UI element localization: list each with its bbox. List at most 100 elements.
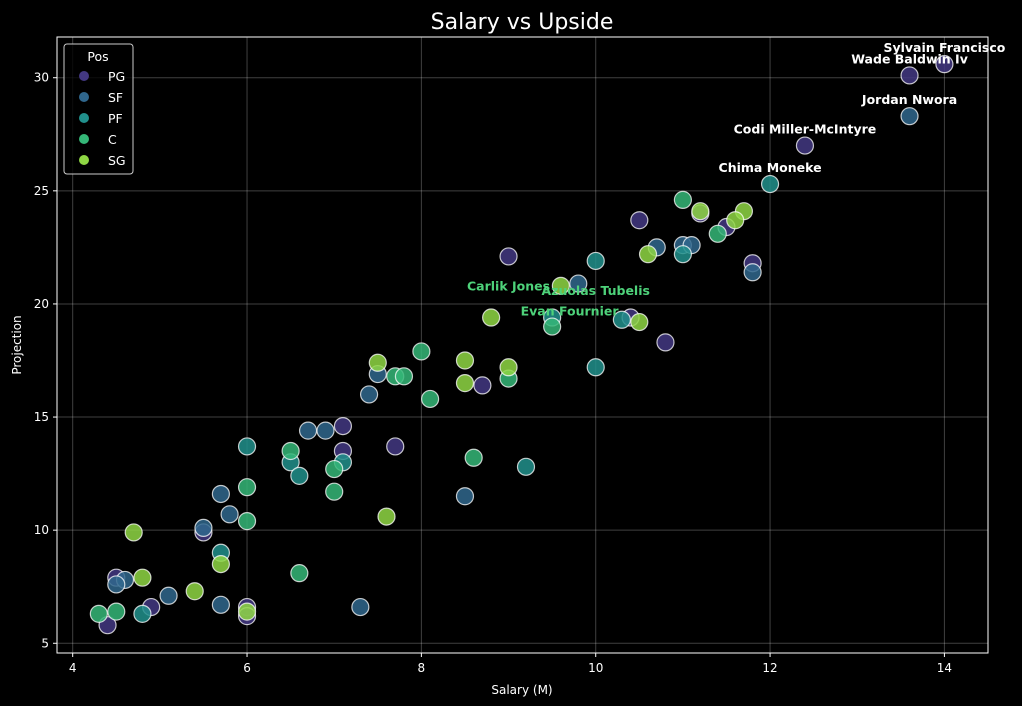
data-point-c: [394, 367, 414, 386]
chart-title: Salary vs Upside: [431, 10, 614, 35]
data-point-pg: [630, 211, 649, 230]
data-point-pg: [900, 66, 919, 85]
x-tick-label: 14: [937, 661, 952, 675]
data-point-c: [412, 342, 431, 361]
legend-marker-c: [79, 134, 89, 144]
data-point-pg: [473, 376, 492, 395]
data-point-pg: [386, 437, 405, 456]
data-point-c: [290, 564, 309, 583]
data-point-sf: [351, 597, 370, 617]
data-point-pf: [290, 466, 309, 485]
data-point-sg: [726, 211, 745, 230]
annotation-label: Evan Fournier: [521, 303, 620, 318]
data-point-sf: [359, 385, 379, 404]
data-point-sg: [638, 245, 658, 264]
annotation-label: Chima Moneke: [719, 160, 822, 175]
legend-title: Pos: [87, 49, 108, 64]
legend-label: PG: [108, 69, 125, 84]
data-point-sf: [298, 421, 318, 440]
data-point-sf: [211, 595, 230, 614]
y-tick-label: 15: [34, 410, 49, 424]
data-point-pf: [133, 604, 152, 623]
data-point-sf: [569, 274, 588, 293]
data-point-pf: [673, 245, 692, 264]
data-point-pf: [586, 251, 605, 271]
data-point-c: [464, 448, 483, 467]
data-point-sg: [124, 523, 143, 542]
legend: Pos PG SF PF C SG: [63, 43, 134, 175]
data-point-sg: [455, 374, 475, 393]
data-point-c: [107, 602, 126, 621]
x-tick-label: 6: [243, 661, 251, 675]
data-point-c: [325, 482, 344, 501]
data-point-sf: [316, 421, 335, 440]
data-point-pg: [656, 333, 675, 352]
data-point-sg: [185, 582, 204, 601]
data-point-sg: [455, 351, 475, 370]
data-point-pf: [516, 457, 536, 476]
data-point-sf: [743, 263, 762, 282]
legend-marker-sg: [79, 155, 89, 165]
data-point-sg: [237, 602, 257, 621]
annotation-label: Sylvain Francisco: [883, 40, 1005, 55]
x-tick-label: 10: [588, 661, 603, 675]
annotation-label: Wade Baldwin Iv: [851, 51, 968, 66]
legend-label: SF: [108, 90, 123, 105]
data-point-c: [89, 604, 108, 623]
data-point-sf: [194, 518, 213, 537]
annotation-label: Carlik Jones: [467, 278, 550, 293]
data-point-c: [543, 317, 562, 336]
data-point-sf: [107, 575, 126, 594]
data-point-pf: [586, 358, 605, 377]
y-tick-label: 5: [41, 636, 49, 650]
data-point-pg: [935, 55, 954, 74]
data-point-sg: [630, 312, 649, 332]
y-tick-label: 10: [34, 523, 49, 537]
legend-marker-pg: [79, 71, 89, 81]
data-points: [89, 55, 954, 635]
data-point-pf: [760, 174, 780, 194]
data-point-sg: [211, 554, 230, 574]
data-point-sg: [551, 276, 570, 295]
y-tick-label: 20: [34, 297, 49, 311]
data-point-sf: [211, 484, 230, 504]
x-axis-ticks: 4 6 8 10 12 14: [69, 653, 952, 675]
data-point-sf: [220, 505, 239, 524]
data-point-sg: [482, 308, 501, 327]
data-point-pg: [499, 247, 518, 266]
legend-label: PF: [108, 111, 123, 126]
y-tick-label: 25: [34, 184, 49, 198]
legend-label: C: [108, 132, 117, 147]
legend-label: SG: [108, 153, 126, 168]
data-point-sg: [368, 353, 387, 372]
legend-marker-pf: [79, 113, 89, 123]
x-tick-label: 12: [762, 661, 777, 675]
data-point-pf: [237, 437, 257, 456]
y-tick-label: 30: [34, 71, 49, 85]
y-axis-label: Projection: [10, 315, 24, 374]
x-tick-label: 8: [418, 661, 426, 675]
data-point-c: [281, 441, 300, 461]
data-point-sg: [133, 568, 152, 587]
y-axis-ticks: 5 10 15 20 25 30: [34, 71, 57, 650]
data-point-pf: [612, 310, 631, 329]
data-point-c: [237, 512, 257, 531]
data-point-pg: [795, 136, 815, 155]
data-point-sg: [691, 202, 710, 221]
data-point-c: [325, 459, 344, 479]
data-point-c: [673, 190, 692, 209]
annotation-label: Azuolas Tubelis: [542, 283, 650, 298]
data-point-sf: [900, 107, 919, 126]
x-axis-label: Salary (M): [491, 683, 552, 697]
data-point-c: [708, 224, 727, 243]
annotation-label: Jordan Nwora: [861, 92, 957, 107]
data-point-sg: [377, 507, 396, 526]
data-point-sf: [455, 487, 475, 506]
data-point-sg: [499, 358, 518, 377]
legend-marker-sf: [79, 92, 89, 102]
data-point-sf: [159, 586, 178, 605]
data-point-pg: [333, 417, 353, 436]
x-tick-label: 4: [69, 661, 77, 675]
